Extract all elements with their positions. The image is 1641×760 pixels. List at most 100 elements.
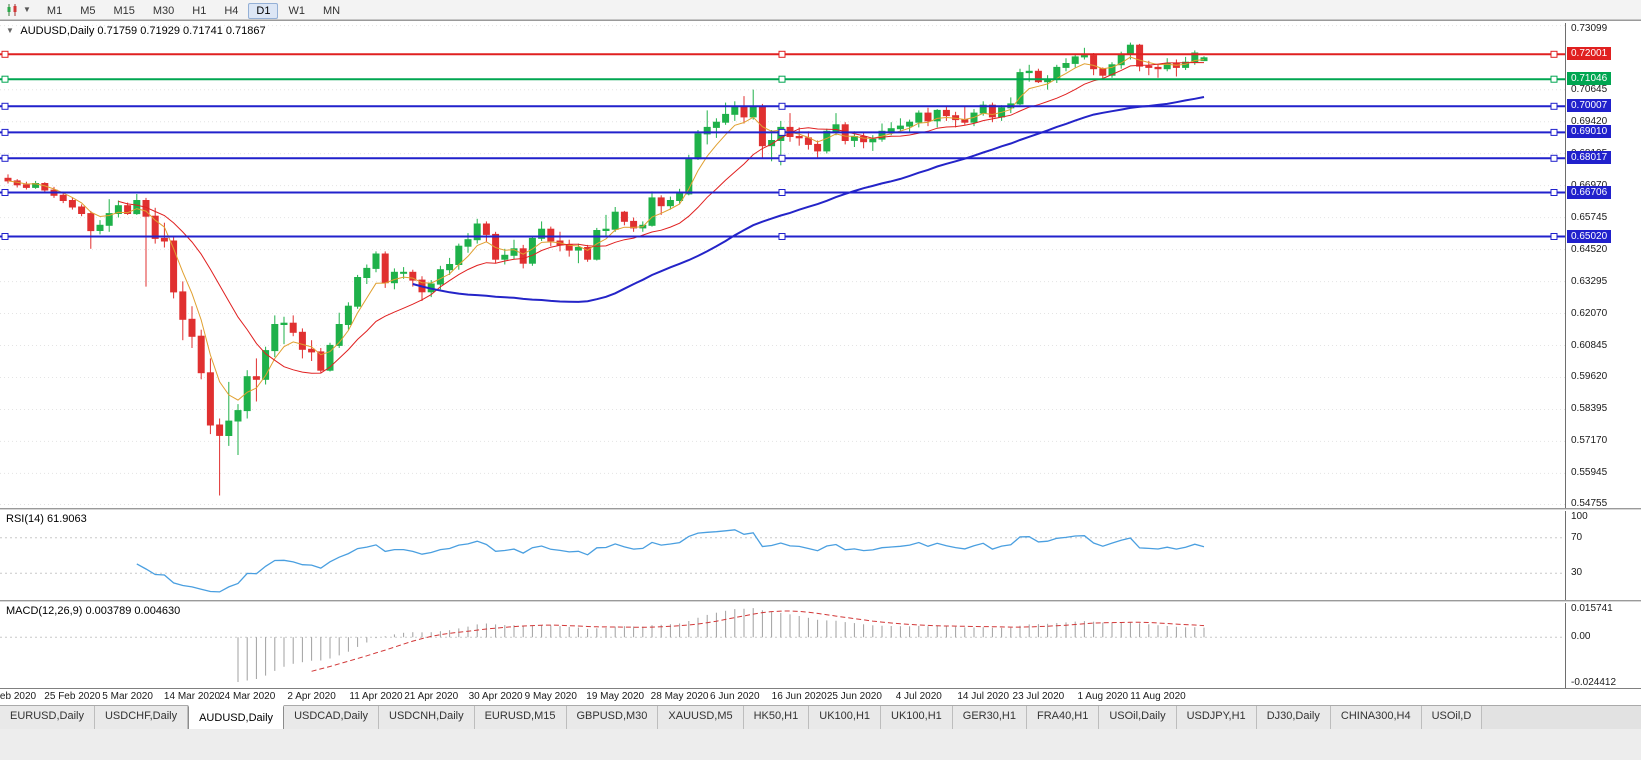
price-level-badge: 0.65020 [1567,229,1612,243]
macd-pane[interactable]: MACD(12,26,9) 0.003789 0.004630 0.015741… [0,603,1641,688]
chart-tab-xauusd-m5[interactable]: XAUUSD,M5 [658,706,744,729]
horizontal-level-line[interactable] [0,102,1565,110]
date-label: 14 Mar 2020 [163,691,221,702]
date-label: 15 Feb 2020 [0,691,37,702]
chart-tab-usoil-daily[interactable]: USOil,Daily [1099,706,1177,729]
price-tick-label: 0.66970 [1571,180,1607,192]
rsi-tick-label: 70 [1571,531,1583,543]
chart-ohlc-values: 0.71759 0.71929 0.71741 0.71867 [97,25,266,37]
price-tick-label: 0.58395 [1571,403,1608,415]
chart-tab-fra40-h1[interactable]: FRA40,H1 [1026,706,1100,729]
price-tick-label: 0.54755 [1571,498,1608,510]
rsi-header: RSI(14) 61.9063 [6,513,87,525]
line-handle-icon [778,233,786,240]
horizontal-level-line[interactable] [0,75,1565,83]
chart-tab-hk50-h1[interactable]: HK50,H1 [743,706,810,729]
horizontal-level-line[interactable] [0,154,1565,162]
chart-tab-dj30-daily[interactable]: DJ30,Daily [1256,706,1331,729]
chart-tab-uk100-h1[interactable]: UK100,H1 [881,706,953,729]
price-axis[interactable]: 0.730990.706450.694200.681950.669700.657… [1565,23,1641,510]
pane-divider[interactable] [0,508,1641,511]
ma-line [412,96,1205,303]
rsi-pane[interactable]: RSI(14) 61.9063 100 70 30 [0,511,1641,600]
line-handle-icon [778,102,786,110]
timeframe-button-d1[interactable]: D1 [248,2,279,19]
chart-tab-bar: EURUSD,Daily USDCHF,Daily AUDUSD,Daily USDC… [0,705,1641,729]
date-label: 11 Aug 2020 [1130,691,1186,702]
price-tick-label: 0.70645 [1571,83,1608,95]
chart-tab-china300-h4[interactable]: CHINA300,H4 [1330,706,1422,729]
price-tick-label: 0.63295 [1571,275,1608,287]
horizontal-level-line[interactable] [0,233,1565,240]
price-level-badge: 0.70007 [1567,99,1612,113]
date-label: 4 Jul 2020 [895,691,942,702]
macd-plot[interactable] [0,603,1565,688]
date-label: 21 Apr 2020 [404,691,459,702]
price-tick-label: 0.55945 [1571,467,1608,479]
pane-divider[interactable] [0,600,1641,603]
horizontal-level-line[interactable] [0,189,1565,196]
chart-tab-usdchf-daily[interactable]: USDCHF,Daily [94,706,189,729]
horizontal-level-line[interactable] [0,128,1565,136]
timeframe-buttons: M1 M5 M15 M30 H1 H4 D1 W1 MN [39,1,350,19]
rsi-axis[interactable]: 100 70 30 [1565,511,1641,600]
chart-tab-uk100-h1[interactable]: UK100,H1 [809,706,882,729]
timeframe-button-m1[interactable]: M1 [46,4,63,17]
price-tick-label: 0.64520 [1571,243,1608,255]
line-handle-icon [1,50,9,58]
chart-tab-eurusd-m15[interactable]: EURUSD,M15 [474,706,567,729]
chart-tab-usdjpy-h1[interactable]: USDJPY,H1 [1176,706,1257,729]
chart-title: ▼ AUDUSD,Daily 0.71759 0.71929 0.71741 0… [6,25,266,37]
date-label: 14 Jul 2020 [957,691,1010,702]
macd-axis[interactable]: 0.015741 0.00 -0.024412 [1565,603,1641,688]
line-handle-icon [1,102,9,110]
chart-tab-gbpusd-m30[interactable]: GBPUSD,M30 [566,706,659,729]
date-label: 16 Jun 2020 [771,691,827,702]
price-level-badge: 0.68017 [1567,151,1612,165]
chart-tab-eurusd-daily[interactable]: EURUSD,Daily [0,706,95,729]
price-tick-label: 0.59620 [1571,371,1608,383]
rsi-plot[interactable] [0,511,1565,600]
date-label: 25 Feb 2020 [44,691,101,702]
timeframe-toolbar: ▼ M1 M5 M15 M30 H1 H4 D1 W1 MN [0,0,1641,20]
chart-icon [7,3,17,16]
horizontal-level-line[interactable] [0,50,1565,58]
chart-tab-usoil-d[interactable]: USOil,D [1421,706,1483,729]
chart-tab-ger30-h1[interactable]: GER30,H1 [952,706,1027,729]
macd-signal-line [311,610,1205,672]
rsi-tick-label: 100 [1571,511,1588,522]
dropdown-arrow-icon[interactable]: ▼ [23,5,31,14]
ma-line [7,56,1205,401]
line-handle-icon [1550,128,1558,136]
timeframe-button-m15[interactable]: M15 [113,4,135,17]
chart-symbol-period: AUDUSD,Daily [20,25,95,37]
chart-tab-audusd-daily[interactable]: AUDUSD,Daily [188,705,285,729]
rsi-line [136,529,1205,593]
one-click-trading-toggle[interactable]: ▼ [6,26,14,35]
line-handle-icon [778,128,786,136]
charts-toolbar-icon[interactable] [4,2,22,18]
macd-header: MACD(12,26,9) 0.003789 0.004630 [6,605,181,617]
chart-tab-usdcad-daily[interactable]: USDCAD,Daily [284,706,380,729]
price-level-badge: 0.66706 [1567,185,1612,199]
line-handle-icon [1550,75,1558,83]
date-label: 2 Apr 2020 [287,691,336,702]
timeframe-button-m5[interactable]: M5 [80,4,96,17]
timeframe-button-h1[interactable]: H1 [192,4,207,17]
timeframe-button-h4[interactable]: H4 [224,4,239,17]
price-tick-label: 0.73099 [1571,23,1608,34]
price-plot[interactable] [0,23,1565,508]
price-pane[interactable]: ▼ AUDUSD,Daily 0.71759 0.71929 0.71741 0… [0,23,1641,510]
date-label: 24 Mar 2020 [219,691,276,702]
date-label: 30 Apr 2020 [468,691,523,702]
chart-tab-usdcnh-daily[interactable]: USDCNH,Daily [379,706,475,729]
price-level-badge: 0.69010 [1567,125,1612,139]
price-level-badge: 0.71046 [1567,72,1612,86]
timeframe-button-m30[interactable]: M30 [152,4,175,17]
timeframe-button-mn[interactable]: MN [322,4,341,17]
timeframe-button-w1[interactable]: W1 [288,4,305,17]
chart-window: ▼ AUDUSD,Daily 0.71759 0.71929 0.71741 0… [0,20,1641,706]
line-handle-icon [1550,189,1558,196]
